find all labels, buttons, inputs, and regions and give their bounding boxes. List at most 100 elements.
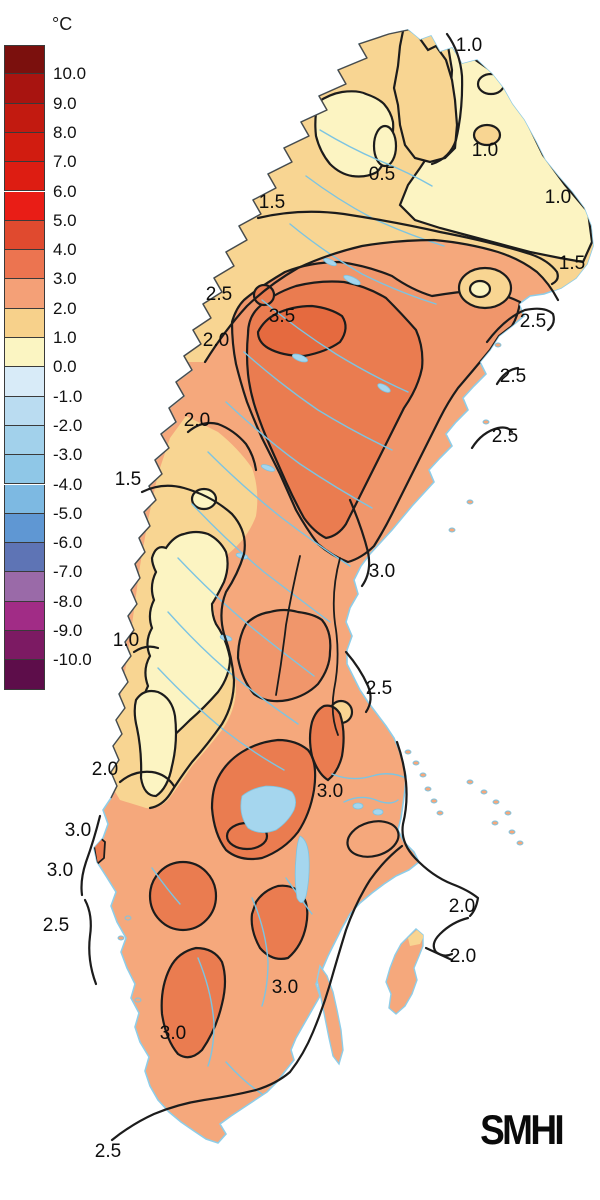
contour-ring-stockholm <box>346 820 400 858</box>
legend-tick-label: 6.0 <box>53 181 77 201</box>
legend-tick-label: -5.0 <box>53 503 83 523</box>
legend-tick-label: -6.0 <box>53 533 83 553</box>
contour-oval <box>472 123 502 147</box>
legend-color-box <box>4 660 45 690</box>
contour-line-1.5-north <box>256 210 559 286</box>
region-trough-pale <box>141 530 232 748</box>
contour-lines <box>80 32 560 1142</box>
contour-value-label: 3.0 <box>46 860 74 881</box>
legend-unit-label: °C <box>52 14 73 34</box>
legend-color-box <box>4 191 45 221</box>
legend-tick-label: 9.0 <box>53 93 77 113</box>
contour-value-label: 2.0 <box>183 410 211 431</box>
contour-value-label: 3.5 <box>268 306 296 327</box>
legend-color-box <box>4 543 45 573</box>
contour-value-label: 1.0 <box>112 630 140 651</box>
contour-value-label: 2.5 <box>94 1141 122 1162</box>
legend-color-box <box>4 631 45 661</box>
contour-value-label: 2.0 <box>91 759 119 780</box>
temperature-regions <box>94 30 593 1059</box>
contour-value-label: 1.5 <box>558 253 586 274</box>
contour-value-label: 2.5 <box>365 678 393 699</box>
smhi-logo: SMHI <box>480 1106 564 1153</box>
contour-line-2.5-sea-stub-1 <box>495 366 520 386</box>
lake-vattern <box>294 835 310 903</box>
legend-color-box <box>4 367 45 397</box>
lakes <box>219 257 391 903</box>
legend-color-box <box>4 220 45 251</box>
contour-value-label: 2.0 <box>449 946 477 967</box>
contour-line-2.5-ne-hook <box>485 307 555 344</box>
archipelago-islets <box>117 342 524 1003</box>
legend-tick-label: -7.0 <box>53 562 83 582</box>
contour-oval <box>468 279 492 299</box>
color-scale-legend: °C 10.0 9.0 8.0 7.0 6.0 5.0 4.0 3.0 2.0 1.0 0.0 -1.… <box>0 0 120 720</box>
contour-value-label: 2.5 <box>42 915 70 936</box>
contour-value-label: 2.0 <box>202 330 230 351</box>
legend-tick-label: 1.0 <box>53 328 77 347</box>
legend-color-box <box>4 338 45 368</box>
contour-line-south-ns-2 <box>275 555 301 696</box>
legend-tick-label: -1.0 <box>53 386 83 406</box>
legend-color-box <box>4 45 45 75</box>
contour-value-label: 3.0 <box>316 781 344 802</box>
legend-tick-label: 10.0 <box>53 64 87 84</box>
legend-tick-label: -8.0 <box>53 591 83 611</box>
legend-color-box <box>4 308 45 338</box>
contour-line-2.0-west <box>186 421 258 472</box>
gotland-island-path <box>385 928 424 1015</box>
contour-value-label: 2.5 <box>499 366 527 387</box>
legend-color-box <box>4 74 45 104</box>
contour-line-2.0-north <box>203 238 560 364</box>
contour-value-label: 2.5 <box>205 284 233 305</box>
legend-tick-label: -3.0 <box>53 445 83 465</box>
contour-line-1.0-top <box>430 32 464 166</box>
contour-value-label: 1.0 <box>455 35 483 56</box>
legend-color-box <box>4 132 45 163</box>
oland-island-path <box>316 964 344 1066</box>
legend-tick-label: 7.0 <box>53 152 77 172</box>
legend-color-box <box>4 279 45 309</box>
region-north-tongue <box>392 30 459 164</box>
legend-color-box <box>4 396 45 426</box>
legend-tick-label: 3.0 <box>53 269 77 289</box>
contour-line-3.0-west-offshore <box>80 814 102 897</box>
contour-line-2.0-gotland-leader <box>424 946 454 962</box>
contour-line-2.5-se-offshore <box>395 740 480 918</box>
legend-color-box <box>4 162 45 192</box>
contour-value-label: 1.0 <box>471 140 499 161</box>
region-south-ring <box>236 608 332 703</box>
region-sw-finger <box>133 689 178 798</box>
legend-tick-label: -9.0 <box>53 621 83 640</box>
legend-tick-label: -4.0 <box>53 474 83 494</box>
contour-value-label: 1.5 <box>114 469 142 490</box>
legend-color-box <box>4 455 45 485</box>
contour-oval <box>372 124 398 168</box>
country-border-line <box>110 29 409 799</box>
region-blob-c <box>148 860 218 932</box>
legend-color-box <box>4 513 45 544</box>
legend-color-box <box>4 425 45 456</box>
contour-line-2.5-west-offshore <box>83 898 98 986</box>
contour-value-label: 3.0 <box>159 1023 187 1044</box>
contour-value-label: 3.0 <box>271 977 299 998</box>
legend-tick-label: 8.0 <box>53 122 77 142</box>
river-lines <box>151 129 445 1095</box>
legend-tick-label: 2.0 <box>53 298 77 318</box>
contour-line-1.0-west-stub <box>132 645 160 654</box>
contour-value-label: 3.0 <box>64 820 92 841</box>
contour-line-2.5-coast-hook <box>344 650 372 714</box>
contour-line-2.5-south-sweep <box>110 844 404 1142</box>
contour-line-3.0-coast-hook <box>348 498 371 588</box>
contour-line-2.5-sea-stub-2 <box>470 426 514 450</box>
legend-color-box <box>4 484 45 514</box>
legend-tick-label: 5.0 <box>53 210 77 230</box>
legend-tick-label: -10.0 <box>53 650 92 670</box>
contour-value-label: 0.5 <box>368 164 396 185</box>
contour-value-label: 3.0 <box>368 561 396 582</box>
contour-line-2.0-sw <box>118 770 176 788</box>
region-gotland-tip <box>408 930 424 946</box>
contour-value-label: 2.0 <box>448 896 476 917</box>
contour-value-label: 1.0 <box>544 187 572 208</box>
